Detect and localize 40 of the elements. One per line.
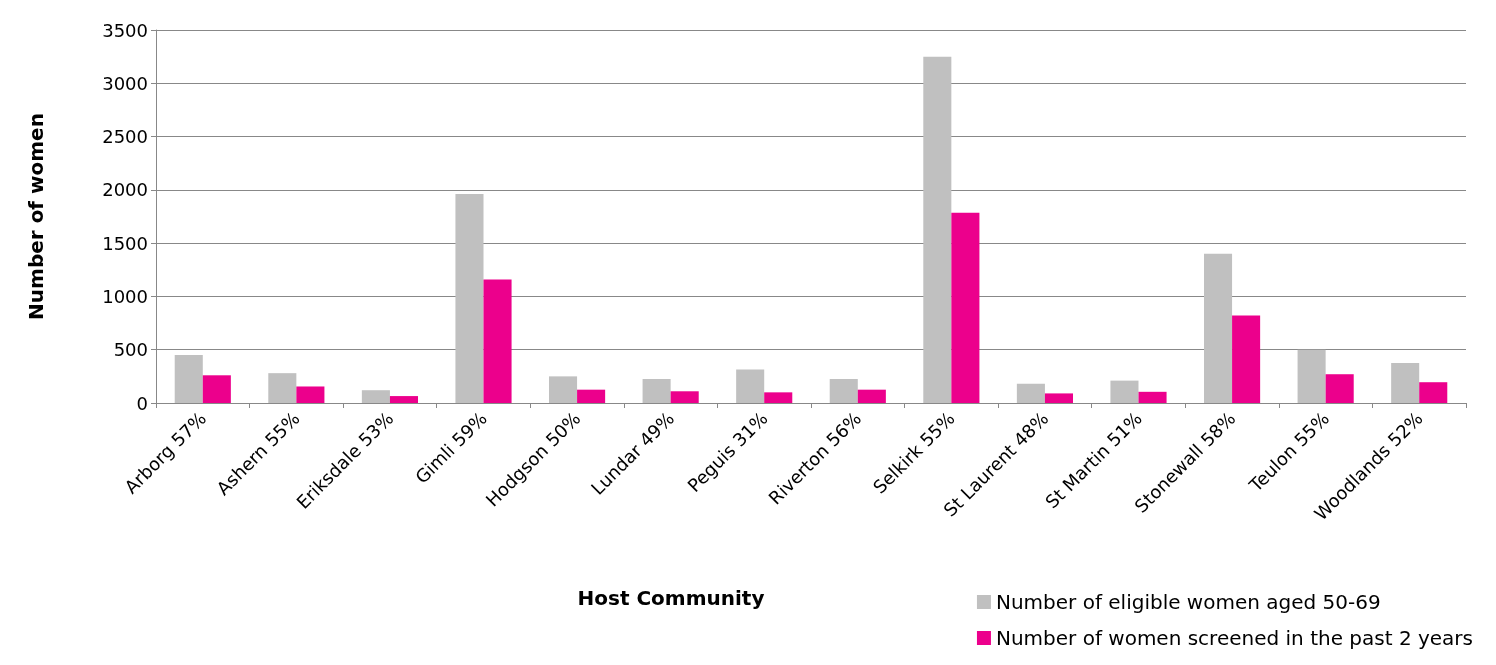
bar (389, 396, 418, 403)
bar (296, 386, 325, 403)
bar (1204, 253, 1233, 403)
bar (361, 390, 390, 403)
y-axis-title: Number of women (24, 113, 48, 320)
legend-label: Number of women screened in the past 2 years (995, 626, 1474, 650)
bar (1325, 374, 1354, 403)
bar (549, 376, 578, 403)
bar (483, 279, 512, 403)
bar (455, 194, 484, 403)
bar (670, 391, 699, 403)
bar (268, 373, 297, 403)
bar (1232, 315, 1261, 403)
bar (1419, 382, 1448, 403)
legend-label: Number of eligible women aged 50-69 (995, 590, 1381, 614)
y-tick-label: 500 (113, 339, 148, 361)
y-tick-label: 3000 (102, 72, 148, 94)
bar (923, 56, 952, 403)
bar (736, 369, 765, 403)
y-tick-label: 1500 (102, 232, 148, 254)
y-tick-label: 2500 (102, 126, 148, 148)
bar (1044, 393, 1073, 403)
bar (764, 392, 793, 403)
y-tick-label: 2000 (102, 179, 148, 201)
bar (1138, 391, 1167, 403)
bar (202, 375, 231, 403)
bar (951, 212, 980, 403)
bar (829, 379, 858, 403)
bar (1016, 383, 1045, 403)
bar (577, 389, 606, 403)
y-tick-label: 1000 (102, 285, 148, 307)
y-tick-label: 0 (136, 392, 148, 414)
bar (1391, 363, 1420, 403)
bar (1110, 380, 1139, 403)
bar (857, 389, 886, 403)
bar (174, 355, 203, 403)
bar (1297, 349, 1326, 403)
bar (642, 379, 671, 403)
y-tick-label: 3500 (102, 19, 148, 41)
x-axis-title: Host Community (577, 586, 765, 610)
